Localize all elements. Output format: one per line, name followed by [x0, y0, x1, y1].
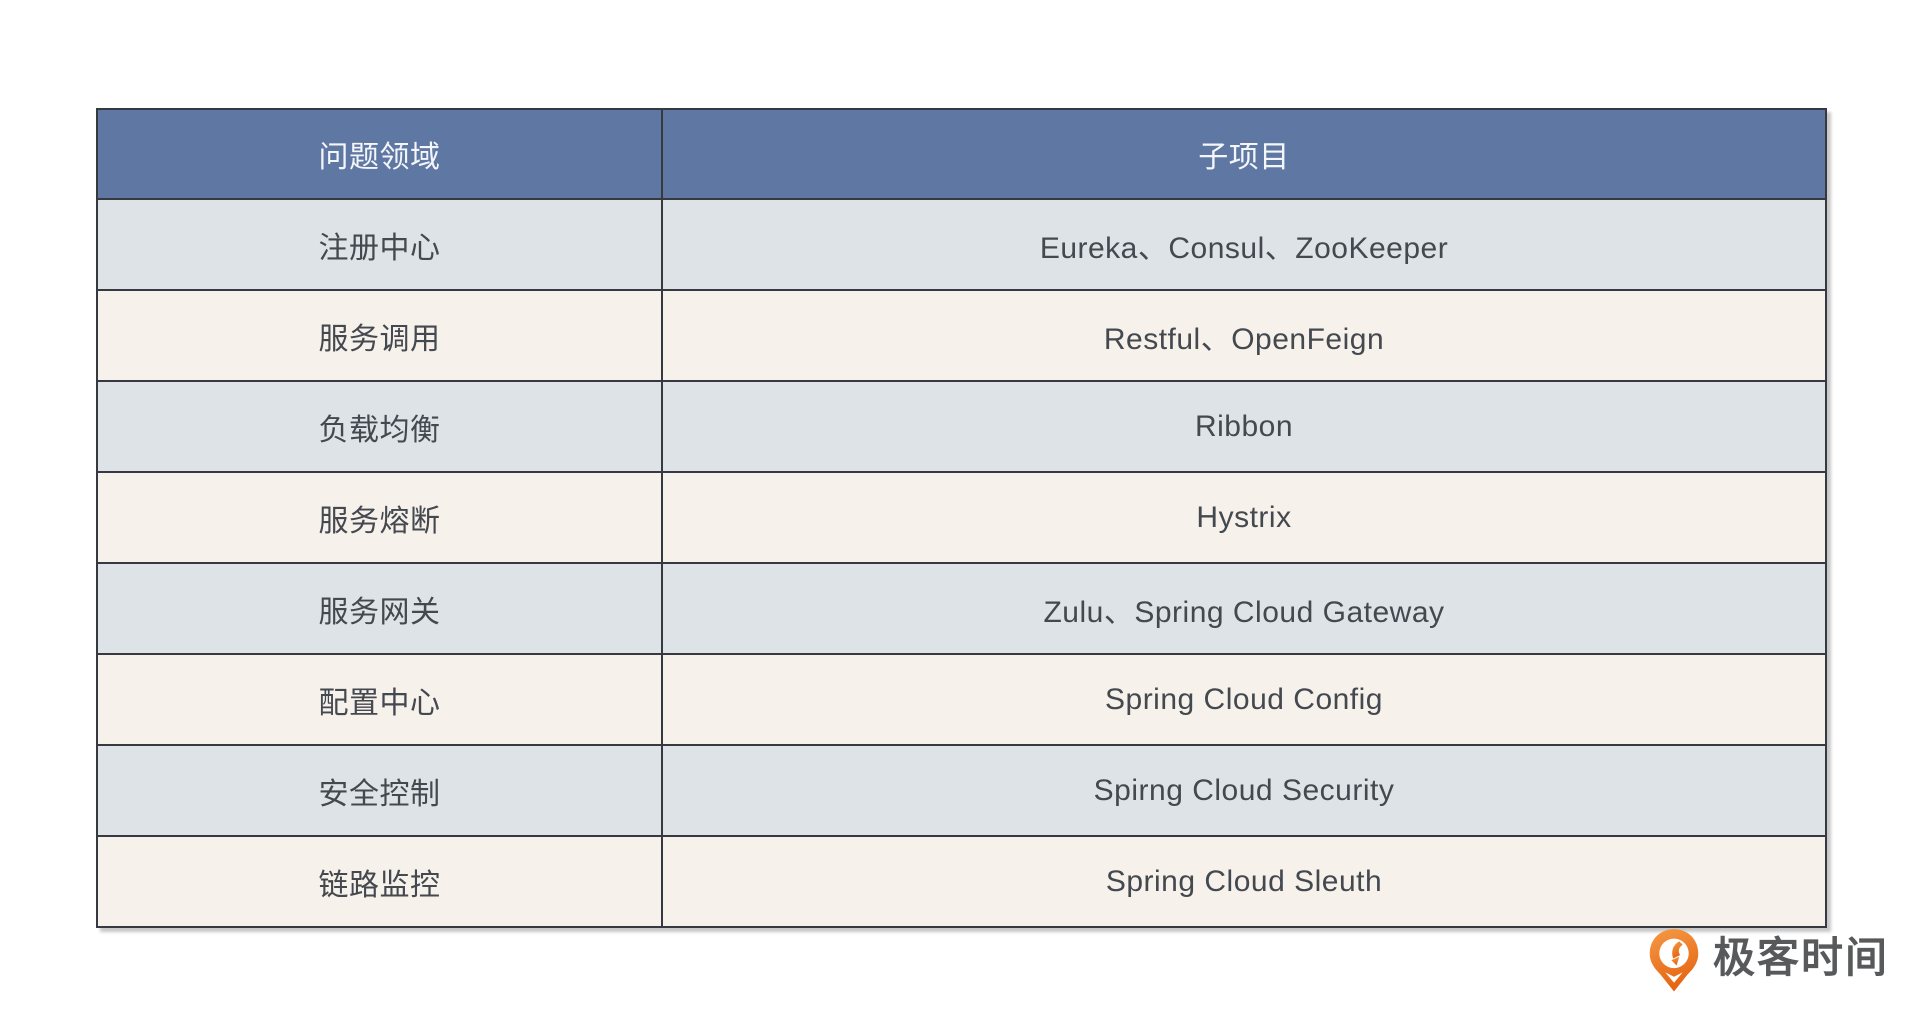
cell-projects: Restful、OpenFeign: [1103, 322, 1385, 356]
table-row: 配置中心 Spring Cloud Config: [98, 653, 1825, 744]
table-header-row: 问题领域 子项目: [98, 110, 1825, 198]
cell-projects: Ribbon: [1194, 409, 1294, 443]
spring-cloud-components-table: 问题领域 子项目 注册中心 Eureka、Consul、ZooKeeper 服务…: [96, 108, 1827, 928]
cell-projects: Spring Cloud Sleuth: [1105, 864, 1383, 898]
table-row: 链路监控 Spring Cloud Sleuth: [98, 835, 1825, 926]
cell-domain: 配置中心: [98, 655, 663, 744]
cell-projects: Zulu、Spring Cloud Gateway: [1043, 595, 1445, 629]
table-row: 负载均衡 Ribbon: [98, 380, 1825, 471]
cell-domain: 安全控制: [98, 746, 663, 835]
column-header-subprojects: 子项目: [1198, 141, 1290, 174]
table-row: 服务调用 Restful、OpenFeign: [98, 289, 1825, 380]
cell-domain: 注册中心: [98, 200, 663, 289]
cell-domain: 服务调用: [98, 291, 663, 380]
table-row: 安全控制 Spirng Cloud Security: [98, 744, 1825, 835]
cell-projects: Hystrix: [1196, 500, 1292, 534]
cell-projects: Spirng Cloud Security: [1093, 773, 1395, 807]
cell-domain: 链路监控: [98, 837, 663, 926]
geektime-pin-icon: [1649, 929, 1699, 992]
geektime-logo-text: 极客时间: [1713, 934, 1890, 981]
cell-domain: 负载均衡: [98, 382, 663, 471]
column-header-problem-domain: 问题领域: [98, 110, 663, 198]
cell-domain: 服务熔断: [98, 473, 663, 562]
geektime-logo: 极客时间: [1648, 926, 1889, 998]
cell-projects: Spring Cloud Config: [1105, 682, 1383, 716]
table-row: 服务熔断 Hystrix: [98, 471, 1825, 562]
table-row: 服务网关 Zulu、Spring Cloud Gateway: [98, 562, 1825, 653]
cell-projects: Eureka、Consul、ZooKeeper: [1039, 231, 1449, 265]
table-row: 注册中心 Eureka、Consul、ZooKeeper: [98, 198, 1825, 289]
cell-domain: 服务网关: [98, 564, 663, 653]
